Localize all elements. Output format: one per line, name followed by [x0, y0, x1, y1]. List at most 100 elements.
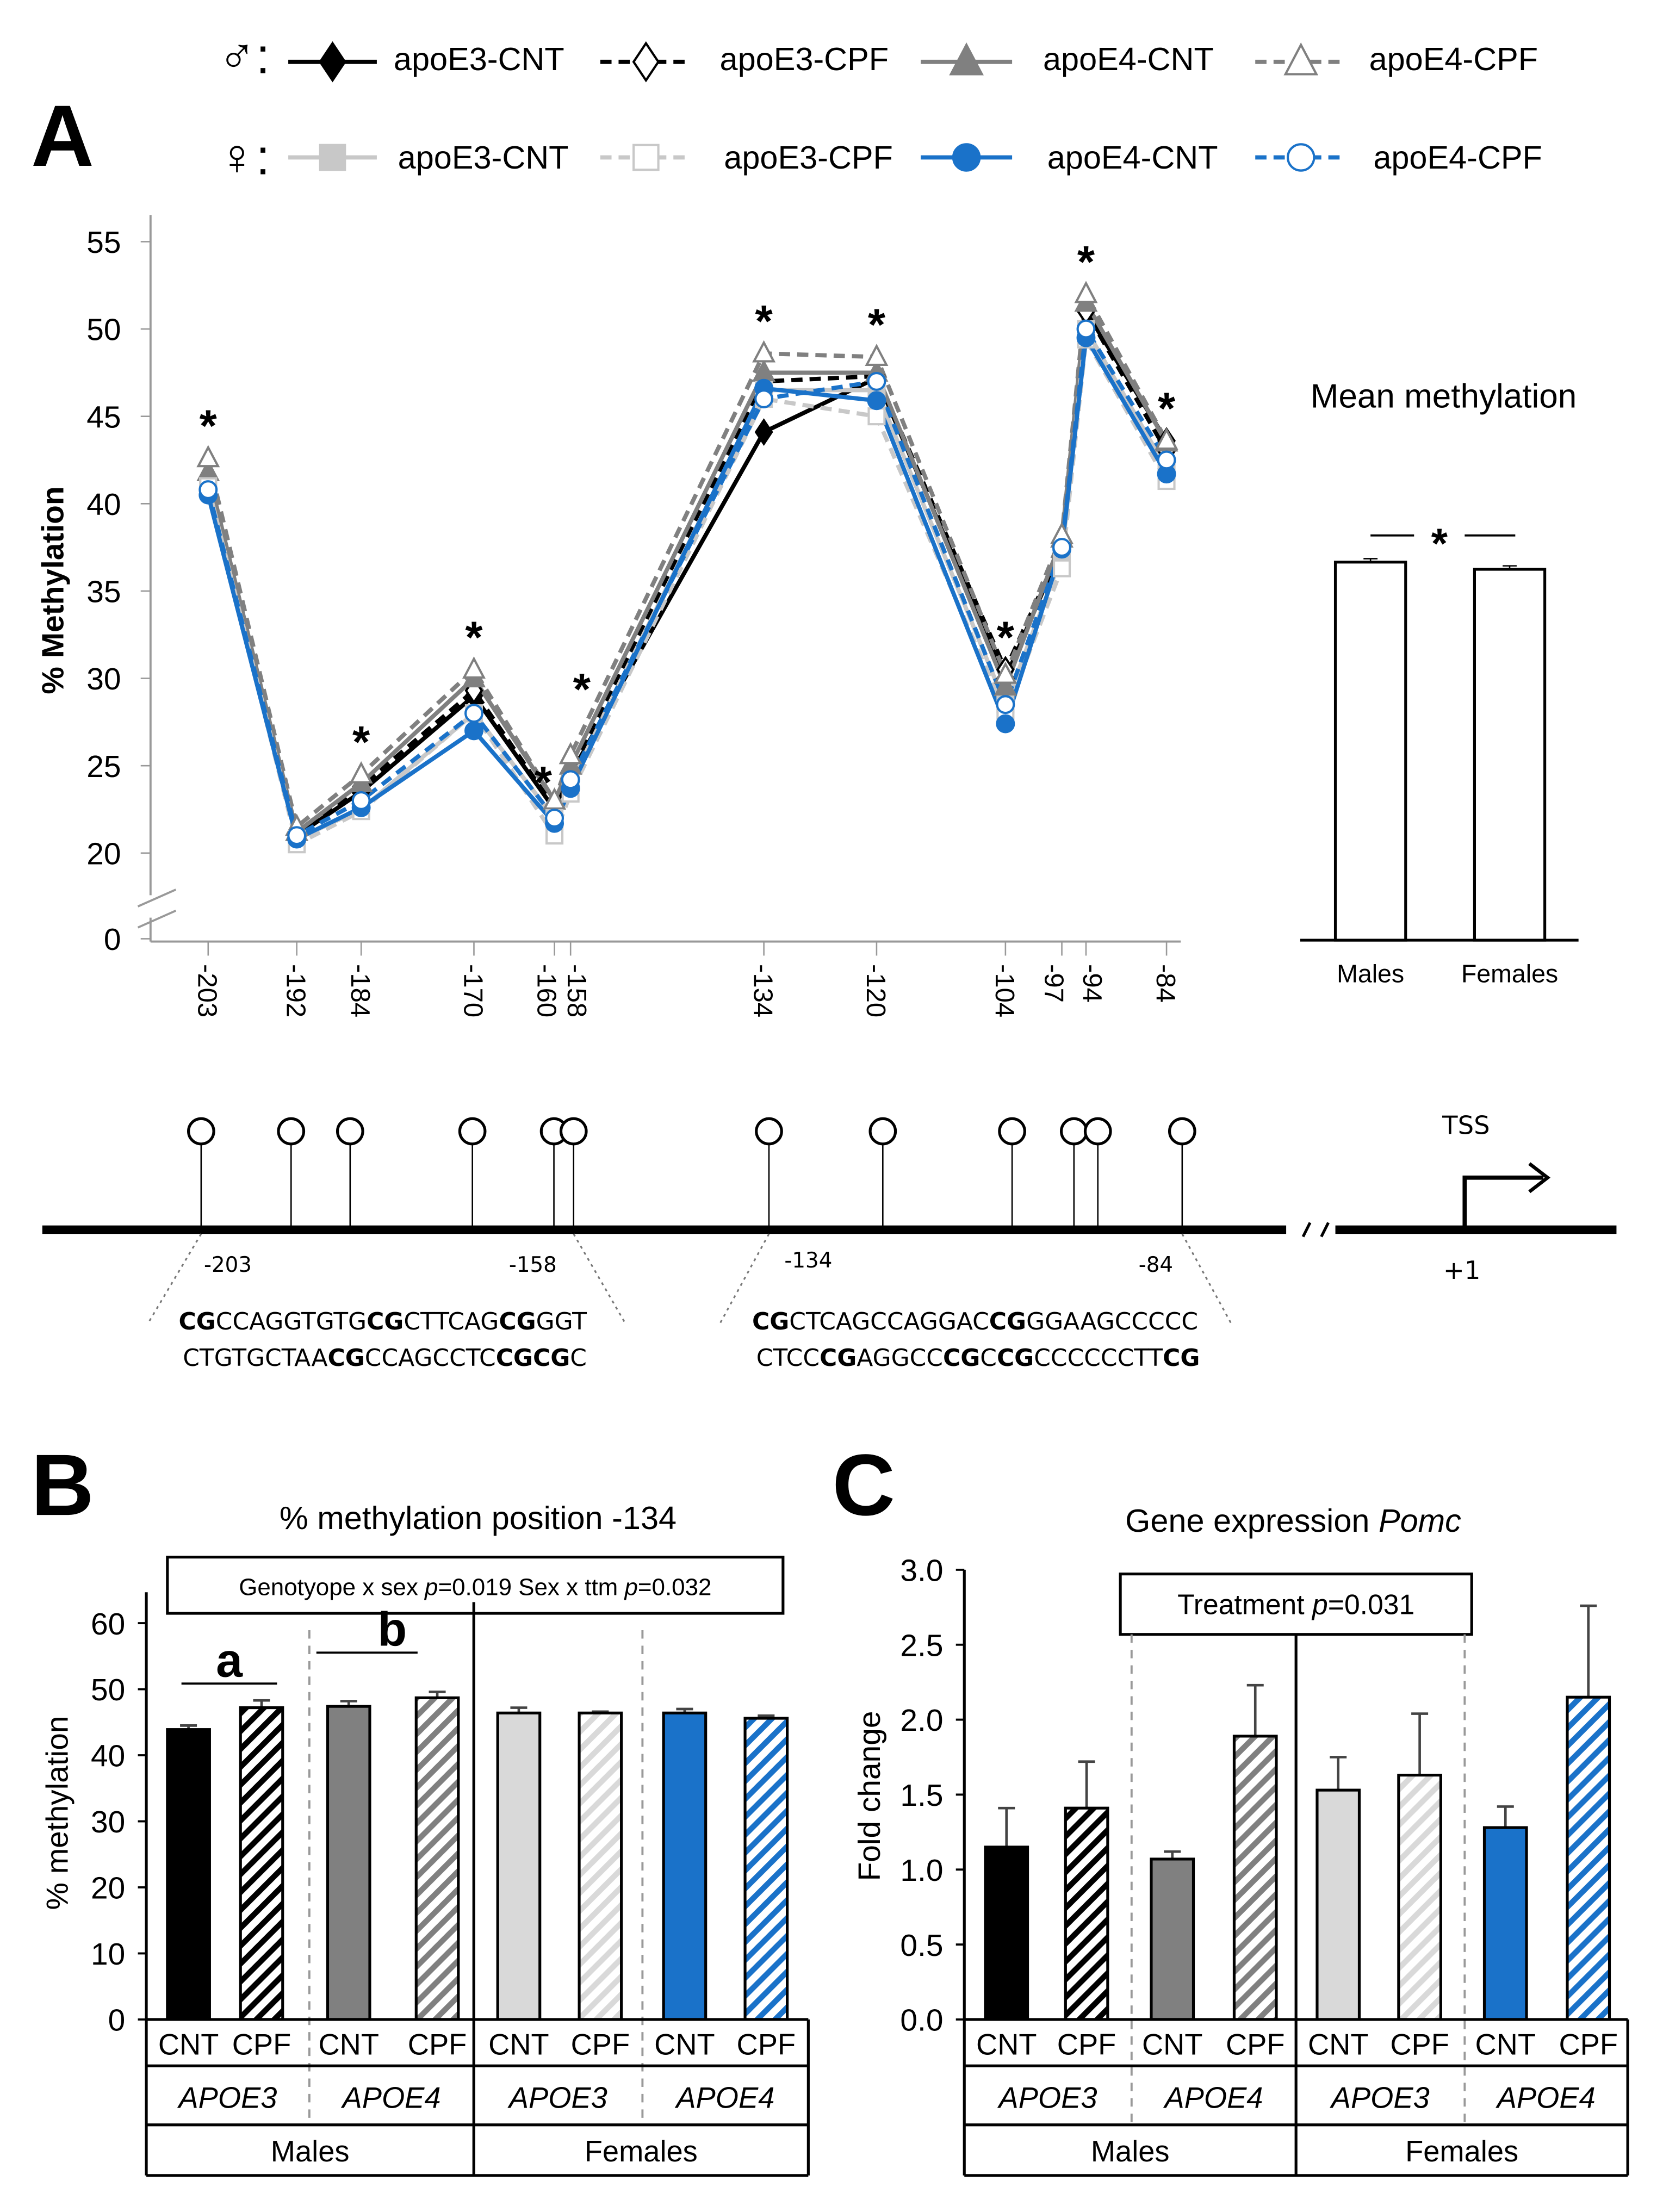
zoom-guide [719, 1233, 770, 1325]
male-symbol: ♂: [218, 27, 270, 84]
cpg-dinucleotide: CG [179, 1308, 216, 1335]
treatment-label: CNT [976, 2028, 1037, 2061]
significance-asterisk: * [573, 664, 591, 714]
methylation-line-chart: % Methylation 0 20 25 30 35 40 45 50 55 -203 -192 -… [36, 215, 1181, 1017]
stats-text: Treatment p=0.031 [1177, 1588, 1414, 1620]
treatment-label: CPF [1559, 2028, 1618, 2061]
axis-break [137, 909, 177, 929]
treatment-label: CNT [488, 2028, 549, 2061]
bar [578, 1711, 623, 2021]
y-tick-label: 60 [91, 1607, 125, 1642]
x-tick-label: -184 [345, 964, 375, 1017]
y-tick-label: 3.0 [900, 1554, 943, 1588]
cpg-site-icon [755, 1117, 783, 1146]
legend-label: apoE4-CPF [1373, 139, 1542, 176]
bar [984, 1846, 1029, 2021]
stats-segment: =0.031 [1328, 1588, 1414, 1620]
bar [743, 1717, 789, 2021]
legend-label: apoE4-CNT [1047, 139, 1218, 176]
position-label: -158 [509, 1253, 557, 1277]
circle-marker [1286, 143, 1315, 172]
triangle-marker [865, 344, 889, 366]
cpg-dinucleotide: CG [499, 1308, 536, 1335]
triangle-marker [349, 761, 373, 784]
treatment-label: CPF [571, 2028, 630, 2061]
sequence-segment: CTTCAG [404, 1308, 499, 1335]
y-axis-label: % Methylation [36, 486, 71, 694]
cpg-dinucleotide: CG [1163, 1344, 1200, 1372]
sex-label: Males [271, 2135, 350, 2168]
circle-marker [867, 371, 886, 391]
cpg-dinucleotide: CGCG [496, 1344, 570, 1372]
genotype-label: APOE3 [1330, 2081, 1430, 2115]
x-tick-label: -134 [748, 964, 778, 1017]
treatment-label: CPF [232, 2028, 291, 2061]
bar [414, 1696, 460, 2021]
sequence-segment: CTCAGCCAGGAC [789, 1308, 989, 1335]
cpg-site-icon [187, 1117, 215, 1146]
sequence-segment: CCAGCCTC [365, 1344, 496, 1372]
circle-marker [351, 791, 371, 810]
genotype-label: APOE3 [997, 2081, 1097, 2115]
circle-marker [287, 826, 307, 846]
genotype-label: APOE4 [341, 2081, 441, 2115]
category-label: Females [1461, 960, 1558, 988]
plus-one-label: +1 [1443, 1256, 1481, 1285]
square-marker [319, 144, 346, 171]
methylation-position-134-chart: % methylation position -134 % methylatio… [40, 1500, 810, 2177]
circle-marker [996, 695, 1015, 714]
bar [1232, 1735, 1278, 2021]
x-tick-label: -170 [458, 964, 487, 1017]
chart-title: Mean methylation [1311, 378, 1577, 415]
triangle-marker [543, 787, 567, 810]
sequence-line: CTGTGCTAACGCCAGCCTCCGCGC [183, 1344, 587, 1372]
cpg-dinucleotide: CG [989, 1308, 1026, 1335]
y-tick-label: 1.5 [900, 1779, 943, 1813]
triangle-marker [462, 656, 486, 679]
bar [1397, 1773, 1442, 2021]
y-tick-label: 50 [91, 1673, 125, 1707]
legend-label: apoE3-CPF [724, 139, 893, 176]
legend-label: apoE3-CNT [394, 41, 564, 77]
bar [239, 1706, 284, 2021]
cpg-site-icon [1059, 1117, 1088, 1146]
female-symbol: ♀: [218, 128, 270, 185]
significance-asterisk: * [200, 401, 218, 451]
y-tick-label: 45 [86, 400, 121, 434]
x-tick-label: -158 [562, 964, 591, 1017]
triangle-marker [994, 674, 1017, 697]
circle-marker [464, 704, 483, 723]
panel-letter-c: C [832, 1436, 895, 1533]
bar [1315, 1788, 1361, 2021]
x-tick-label: -203 [193, 964, 222, 1017]
cpg-dinucleotide: CG [820, 1344, 857, 1372]
cpg-site-icon [868, 1117, 897, 1146]
x-tick-label: -84 [1151, 964, 1180, 1003]
cpg-site-icon [336, 1117, 364, 1146]
y-tick-label: 55 [86, 226, 121, 260]
position-label: -203 [204, 1253, 252, 1277]
y-tick-label: 0 [108, 2004, 126, 2038]
tss-arrowhead [1528, 1162, 1551, 1194]
group-letter: a [216, 1633, 243, 1687]
circle-marker [464, 721, 483, 741]
circle-marker [1076, 319, 1096, 339]
y-tick-label: 40 [91, 1739, 125, 1774]
bar [1482, 1826, 1528, 2021]
x-tick-label: -104 [990, 964, 1019, 1017]
genotype-label: APOE4 [674, 2081, 774, 2115]
x-tick-label: -160 [532, 964, 561, 1017]
zoom-guide [1181, 1233, 1232, 1325]
series-line [206, 332, 1169, 848]
cpg-dinucleotide: CG [367, 1308, 404, 1335]
title-gene: Pomc [1379, 1502, 1461, 1539]
genotype-label: APOE3 [177, 2081, 277, 2115]
category-label: Males [1337, 960, 1404, 988]
y-tick-label: 2.5 [900, 1629, 943, 1663]
triangle-marker [1155, 427, 1178, 450]
y-tick-label: 50 [86, 313, 121, 347]
sequence-line: CTCCCGAGGCCCGCCGCCCCCCTTCG [756, 1344, 1200, 1372]
bar [1150, 1857, 1195, 2021]
panel-letter-b: B [31, 1436, 94, 1533]
